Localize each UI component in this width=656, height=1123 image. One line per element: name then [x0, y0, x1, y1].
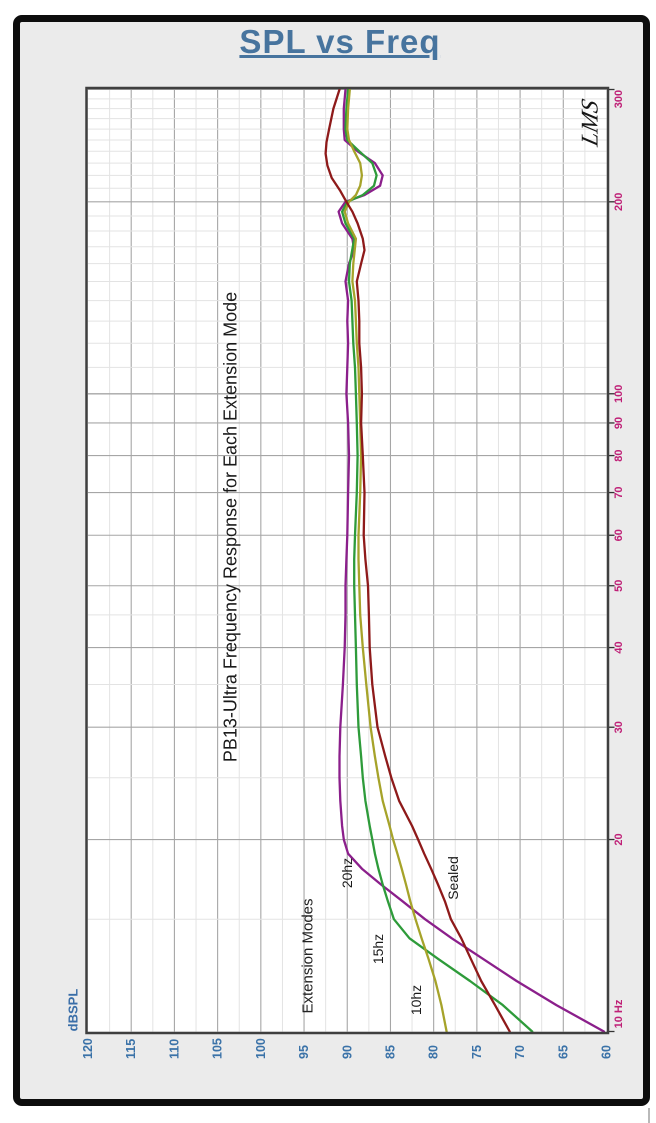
freq-tick-label: 80: [613, 449, 625, 461]
curve-label-10hz: 10hz: [408, 984, 424, 1016]
curve-15hz: [340, 88, 534, 1033]
db-tick-label: 60: [600, 1045, 614, 1059]
freq-tick-label: 300: [613, 90, 625, 108]
db-axis-label: dBSPL: [65, 988, 81, 1032]
db-tick-label: 115: [124, 1039, 138, 1059]
curve-label-sealed: Sealed: [445, 856, 461, 900]
freq-tick-label: 30: [613, 721, 625, 733]
scrollbar-sliver: [648, 1108, 650, 1123]
freq-tick-label: 70: [613, 486, 625, 498]
lms-logo: LMS: [577, 96, 604, 149]
db-tick-label: 65: [556, 1045, 570, 1059]
freq-tick-label: 90: [613, 417, 625, 429]
curve-label-20hz: 20hz: [339, 857, 355, 889]
curve-20hz: [337, 88, 606, 1033]
db-tick-label: 90: [340, 1045, 354, 1059]
freq-tick-label: 200: [613, 193, 625, 211]
db-tick-label: 70: [513, 1045, 527, 1059]
db-tick-label: 110: [167, 1039, 181, 1059]
curve-Sealed: [324, 88, 511, 1033]
chart-title: PB13-Ultra Frequency Response for Each E…: [220, 291, 241, 763]
db-tick-label: 105: [211, 1038, 225, 1059]
db-tick-label: 95: [297, 1045, 311, 1059]
db-tick-label: 85: [383, 1045, 397, 1059]
freq-tick-label: 10 Hz: [613, 999, 625, 1028]
curve-label-15hz: 15hz: [370, 933, 386, 965]
db-tick-label: 120: [81, 1038, 95, 1059]
plot-border: [85, 86, 610, 1035]
curve-10hz: [343, 88, 448, 1033]
legend-heading: Extension Modes: [299, 898, 317, 1014]
freq-tick-label: 100: [613, 385, 625, 403]
freq-tick-label: 40: [613, 641, 625, 653]
freq-tick-label: 60: [613, 529, 625, 541]
db-tick-label: 75: [470, 1045, 484, 1059]
page-title: SPL vs Freq: [239, 23, 441, 60]
freq-tick-label: 50: [613, 580, 625, 592]
db-tick-label: 100: [254, 1038, 268, 1059]
freq-tick-label: 20: [613, 833, 625, 845]
db-tick-label: 80: [427, 1045, 441, 1059]
